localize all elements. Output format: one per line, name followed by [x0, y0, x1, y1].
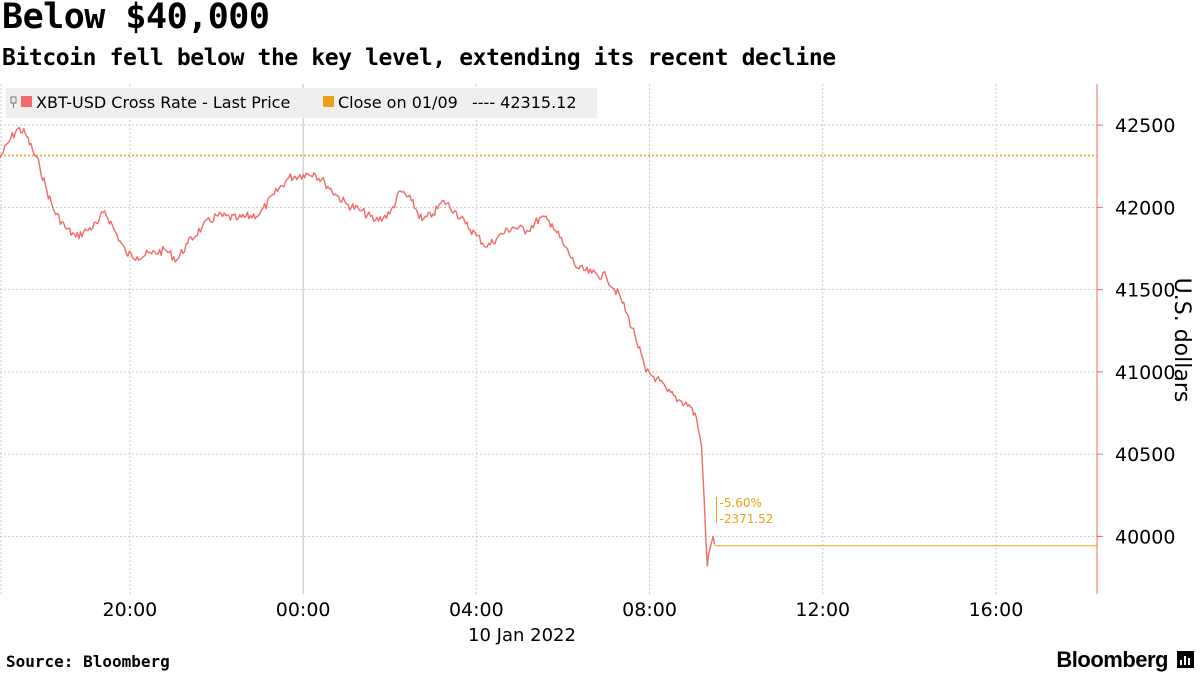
y-tick-label: 40500 [1115, 444, 1175, 466]
plot-area [0, 126, 1097, 567]
x-tick-label: 04:00 [449, 599, 504, 621]
y-tick-label: 40000 [1115, 526, 1175, 548]
y-tick-label: 42500 [1115, 115, 1175, 137]
y-tick-label: 42000 [1115, 197, 1175, 219]
y-tick-label: 41000 [1115, 362, 1175, 384]
chart-title: Below $40,000 [2, 0, 270, 37]
chart-subtitle: Bitcoin fell below the key level, extend… [2, 45, 836, 71]
annotation-percent-change: -5.60% [719, 496, 761, 510]
annotation-value-change: -2371.52 [719, 512, 773, 526]
bloomberg-logo: Bloomberg [1056, 647, 1168, 672]
grid [0, 84, 1097, 594]
legend-swatch-close [323, 96, 334, 107]
legend-background [6, 88, 597, 118]
legend-label-price: XBT-USD Cross Rate - Last Price [36, 93, 290, 112]
legend: XBT-USD Cross Rate - Last Price Close on… [6, 88, 597, 118]
legend-value-close: ---- 42315.12 [472, 93, 577, 112]
x-tick-label: 12:00 [795, 599, 850, 621]
legend-swatch-price [21, 96, 32, 107]
axes: 40000 40500 41000 41500 42000 42500 20:00 00:00… [103, 84, 1175, 621]
legend-pin-icon [10, 96, 17, 108]
source-note: Source: Bloomberg [6, 652, 170, 671]
y-axis-label: U.S. dollars [1169, 278, 1194, 403]
x-axis-date-label: 10 Jan 2022 [468, 625, 576, 646]
x-tick-label: 08:00 [622, 599, 677, 621]
bloomberg-bars-icon [1177, 651, 1194, 668]
x-tick-label: 16:00 [969, 599, 1024, 621]
x-tick-label: 20:00 [103, 599, 158, 621]
price-line [0, 126, 716, 567]
legend-label-close: Close on 01/09 [338, 93, 458, 112]
y-tick-label: 41500 [1115, 280, 1175, 302]
x-tick-label: 00:00 [276, 599, 331, 621]
